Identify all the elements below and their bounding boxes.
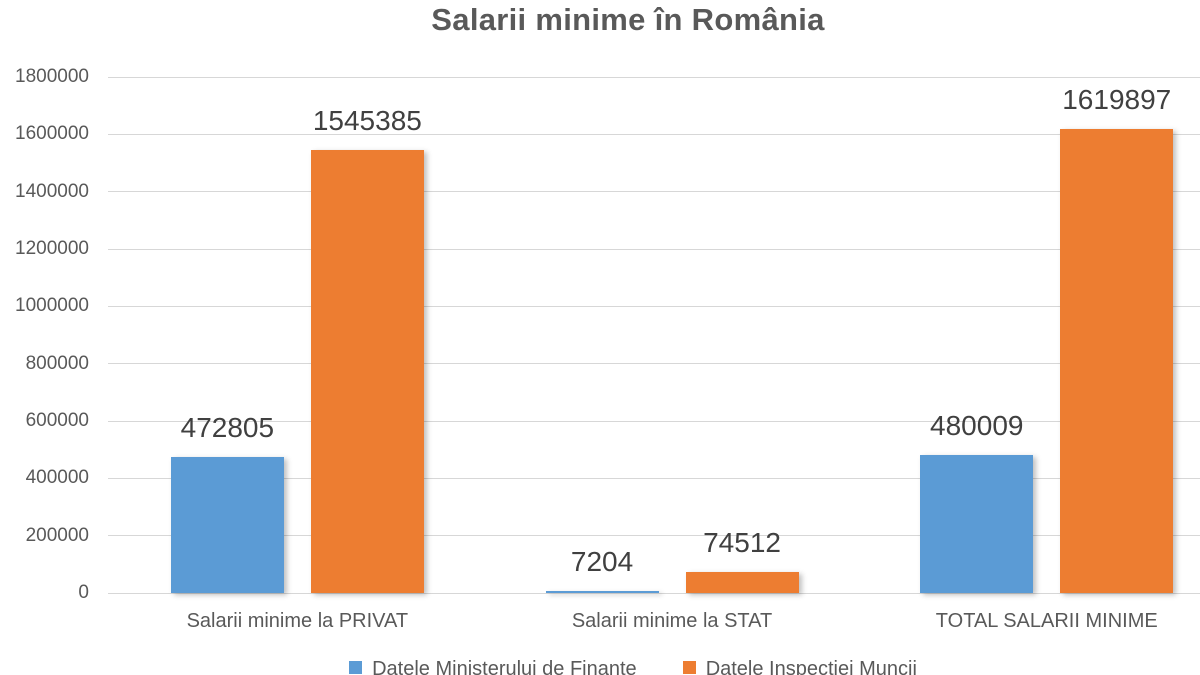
gridline	[108, 363, 1200, 365]
gridline	[108, 248, 1200, 250]
bar-value-label: 472805	[180, 412, 275, 443]
legend-marker-orange	[682, 661, 696, 674]
bar-value-label: 74512	[703, 527, 781, 558]
y-axis-tick-label: 1600000	[15, 123, 89, 145]
y-axis-tick-label: 1000000	[15, 295, 89, 317]
y-axis-tick-label: 800000	[25, 352, 89, 374]
gridline	[108, 76, 1200, 78]
gridline	[108, 191, 1200, 193]
gridline	[108, 133, 1200, 135]
bar-value-label: 7204	[570, 546, 634, 577]
bar-value-label: 480009	[930, 410, 1024, 441]
bar-blue-series	[920, 455, 1034, 593]
gridline	[108, 592, 1200, 594]
gridline	[108, 477, 1200, 479]
legend-label: Datele Ministerului de Finante	[372, 658, 637, 675]
legend-marker-blue	[349, 661, 363, 674]
legend-item: Datele Inspectiei Muncii	[682, 657, 917, 675]
x-axis-category-label: Salarii minime la STAT	[571, 610, 773, 632]
y-axis-tick-label: 200000	[25, 524, 89, 546]
gridline	[108, 535, 1200, 537]
bar-value-label: 1619897	[1062, 84, 1172, 115]
legend-item: Datele Ministerului de Finante	[349, 657, 637, 675]
y-axis-tick-label: 1800000	[15, 66, 89, 87]
y-axis-tick-label: 600000	[25, 410, 89, 431]
bar-value-label: 1545385	[312, 105, 422, 136]
gridline	[108, 420, 1200, 422]
y-axis-tick-label: 0	[78, 582, 89, 603]
legend: Datele Ministerului de Finante Datele Ins…	[0, 657, 1200, 675]
x-axis-category-label: TOTAL SALARII MINIME	[935, 610, 1158, 632]
legend-label: Datele Inspectiei Muncii	[705, 658, 917, 675]
bar-orange-series	[310, 150, 424, 593]
gridline	[108, 305, 1200, 307]
y-axis-tick-label: 1400000	[15, 180, 89, 202]
y-axis-tick-label: 1200000	[15, 238, 89, 259]
bar-orange-series	[685, 572, 799, 593]
bar-blue-series	[545, 591, 659, 593]
bar-blue-series	[170, 457, 284, 593]
x-axis-category-label: Salarii minime la PRIVAT	[186, 610, 409, 632]
bar-orange-series	[1060, 129, 1174, 593]
chart-title: Salarii minime în România	[431, 2, 825, 37]
y-axis-tick-label: 400000	[25, 467, 89, 489]
